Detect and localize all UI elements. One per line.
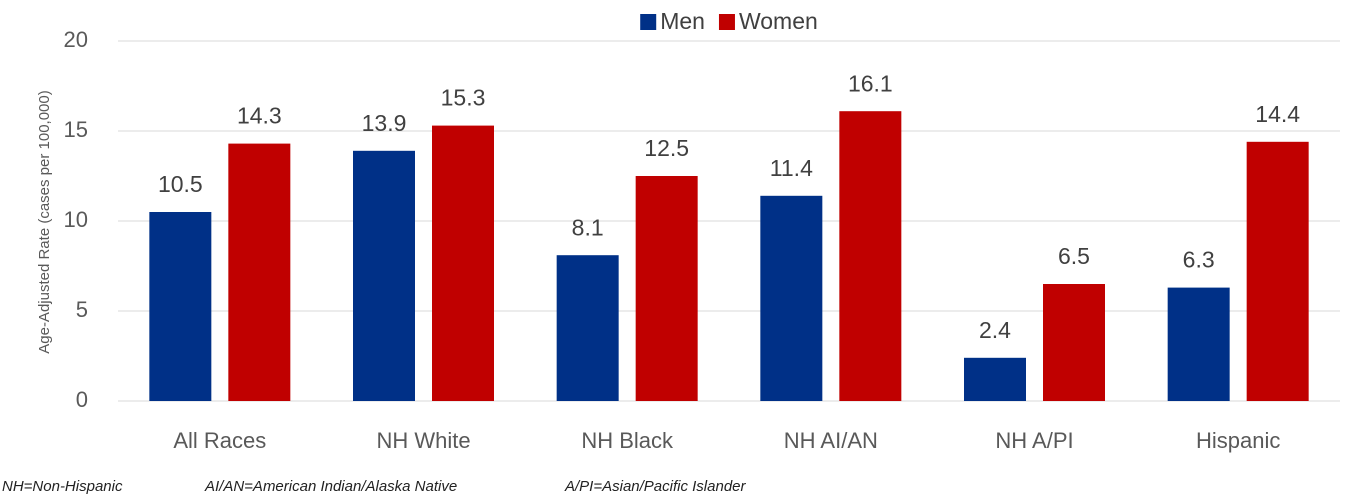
x-tick-label: NH White [376,428,470,453]
bar [964,357,1026,401]
bar [1043,284,1105,401]
bar [432,125,494,401]
bar [839,111,902,401]
bar [228,143,291,401]
footnote: AI/AN=American Indian/Alaska Native [204,478,457,495]
value-label: 14.4 [1255,101,1300,127]
value-label: 10.5 [158,171,203,197]
value-label: 14.3 [237,103,282,129]
bar [556,255,619,401]
y-tick-label: 0 [76,387,88,412]
x-tick-label: Hispanic [1196,428,1280,453]
footnote: NH=Non-Hispanic [2,478,123,495]
value-label: 6.5 [1058,243,1090,269]
value-label: 16.1 [848,70,893,96]
value-label: 8.1 [572,214,604,240]
value-label: 6.3 [1183,247,1215,273]
y-tick-label: 20 [64,27,88,52]
y-tick-label: 10 [64,207,88,232]
bar [1246,141,1309,402]
footnote: A/PI=Asian/Pacific Islander [564,478,747,495]
y-axis-label: Age-Adjusted Rate (cases per 100,000) [36,90,53,354]
x-tick-label: NH A/PI [995,428,1073,453]
bar [149,212,212,401]
bar [760,195,823,401]
value-label: 11.4 [770,155,813,181]
x-tick-label: NH Black [581,428,674,453]
legend-label: Men [660,8,705,34]
y-tick-label: 15 [64,117,88,142]
value-label: 15.3 [441,85,486,111]
value-label: 2.4 [979,317,1011,343]
x-tick-label: NH AI/AN [784,428,878,453]
bar [635,176,698,401]
bar [353,150,415,401]
value-label: 12.5 [644,135,689,161]
legend-swatch [640,14,657,30]
bar [1167,287,1230,401]
legend-swatch [718,14,735,30]
legend-label: Women [739,8,818,34]
x-tick-label: All Races [173,428,266,453]
value-label: 13.9 [362,110,407,136]
y-tick-label: 5 [76,297,88,322]
